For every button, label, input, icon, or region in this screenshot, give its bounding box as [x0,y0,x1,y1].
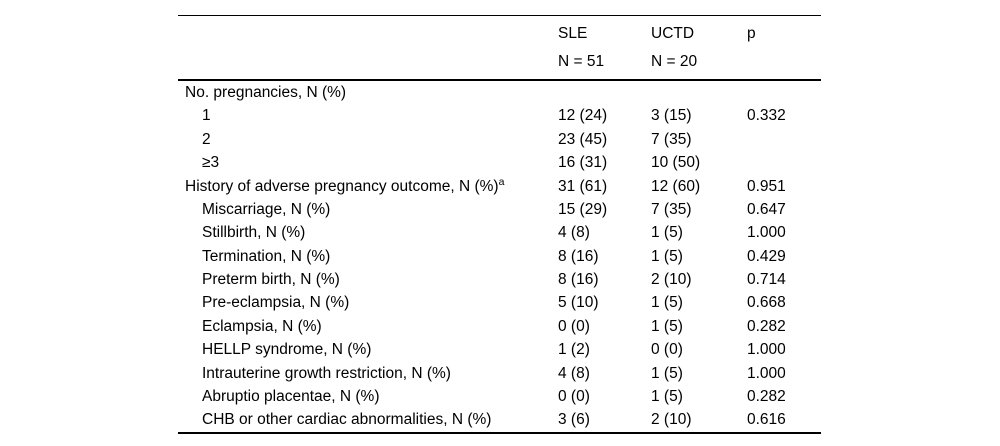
uctd-value: 10 (50) [651,154,701,172]
uctd-value: 3 (15) [651,107,692,125]
table-row: Preterm birth, N (%) 8 (16) 2 (10) 0.714 [178,268,821,291]
p-value: 1.000 [747,364,786,382]
row-label: CHB or other cardiac abnormalities, N (%… [202,411,492,429]
col-header-uctd-label: UCTD [651,25,695,42]
sle-value: 16 (31) [558,154,608,172]
sle-value: 5 (10) [558,294,599,312]
uctd-value: 7 (35) [651,130,692,148]
sle-value: 0 (0) [558,317,590,335]
row-label: ≥3 [202,154,220,172]
row-label: Stillbirth, N (%) [202,224,306,242]
row-label-header [178,20,558,76]
table-row: Stillbirth, N (%) 4 (8) 1 (5) 1.000 [178,221,821,244]
row-label: Preterm birth, N (%) [202,271,340,289]
table-row: ≥3 16 (31) 10 (50) [178,151,821,174]
sle-value: 23 (45) [558,130,608,148]
table-row: Termination, N (%) 8 (16) 1 (5) 0.429 [178,245,821,268]
row-label-text: History of adverse pregnancy outcome, N … [185,177,499,195]
table-row: CHB or other cardiac abnormalities, N (%… [178,408,821,431]
uctd-value: 0 (0) [651,341,683,359]
table-row: HELLP syndrome, N (%) 1 (2) 0 (0) 1.000 [178,338,821,361]
row-label: 2 [202,130,211,148]
table-row: 1 12 (24) 3 (15) 0.332 [178,104,821,127]
row-label: Eclampsia, N (%) [202,317,322,335]
p-value: 0.714 [747,271,786,289]
sle-value: 15 (29) [558,200,608,218]
p-value: 0.332 [747,107,786,125]
table-row: 2 23 (45) 7 (35) [178,128,821,151]
table-row: Pre-eclampsia, N (%) 5 (10) 1 (5) 0.668 [178,292,821,315]
uctd-value: 1 (5) [651,224,683,242]
sle-value: 8 (16) [558,247,599,265]
table-row: Miscarriage, N (%) 15 (29) 7 (35) 0.647 [178,198,821,221]
col-header-sle: SLE N = 51 [558,20,651,76]
col-header-uctd: UCTD N = 20 [651,20,747,76]
p-value: 0.616 [747,411,786,429]
row-label: Miscarriage, N (%) [202,200,331,218]
col-header-sle-n: N = 51 [558,53,605,70]
results-table: SLE N = 51 UCTD N = 20 p No. pregnancies… [178,15,821,434]
uctd-value: 1 (5) [651,388,683,406]
uctd-value: 2 (10) [651,271,692,289]
table-body: No. pregnancies, N (%) 1 12 (24) 3 (15) … [178,81,821,434]
table-header-row: SLE N = 51 UCTD N = 20 p [178,15,821,81]
row-label: 1 [202,107,211,125]
table-row: Eclampsia, N (%) 0 (0) 1 (5) 0.282 [178,315,821,338]
sle-value: 3 (6) [558,411,590,429]
uctd-value: 1 (5) [651,317,683,335]
sle-value: 0 (0) [558,388,590,406]
col-header-sle-label: SLE [558,25,588,42]
col-header-p: p [747,20,821,76]
sle-value: 12 (24) [558,107,608,125]
footnote-marker: a [498,175,505,188]
row-label: Abruptio placentae, N (%) [202,388,380,406]
uctd-value: 7 (35) [651,200,692,218]
col-header-p-label: p [747,25,756,42]
sle-value: 8 (16) [558,271,599,289]
uctd-value: 1 (5) [651,294,683,312]
p-value: 1.000 [747,224,786,242]
sle-value: 4 (8) [558,364,590,382]
row-label: No. pregnancies, N (%) [185,83,347,101]
uctd-value: 2 (10) [651,411,692,429]
p-value: 0.647 [747,200,786,218]
sle-value: 4 (8) [558,224,590,242]
p-value: 1.000 [747,341,786,359]
row-label: History of adverse pregnancy outcome, N … [178,176,558,195]
p-value: 0.282 [747,317,786,335]
table-row: No. pregnancies, N (%) [178,81,821,104]
p-value: 0.668 [747,294,786,312]
uctd-value: 12 (60) [651,177,701,195]
uctd-value: 1 (5) [651,364,683,382]
table-row: History of adverse pregnancy outcome, N … [178,175,821,198]
col-header-uctd-n: N = 20 [651,53,698,70]
table-row: Intrauterine growth restriction, N (%) 4… [178,362,821,385]
table-row: Abruptio placentae, N (%) 0 (0) 1 (5) 0.… [178,385,821,408]
p-value: 0.951 [747,177,786,195]
sle-value: 1 (2) [558,341,590,359]
row-label: Termination, N (%) [202,247,331,265]
row-label: Pre-eclampsia, N (%) [202,294,350,312]
row-label: Intrauterine growth restriction, N (%) [202,364,451,382]
p-value: 0.429 [747,247,786,265]
p-value: 0.282 [747,388,786,406]
row-label: HELLP syndrome, N (%) [202,341,372,359]
uctd-value: 1 (5) [651,247,683,265]
sle-value: 31 (61) [558,177,608,195]
